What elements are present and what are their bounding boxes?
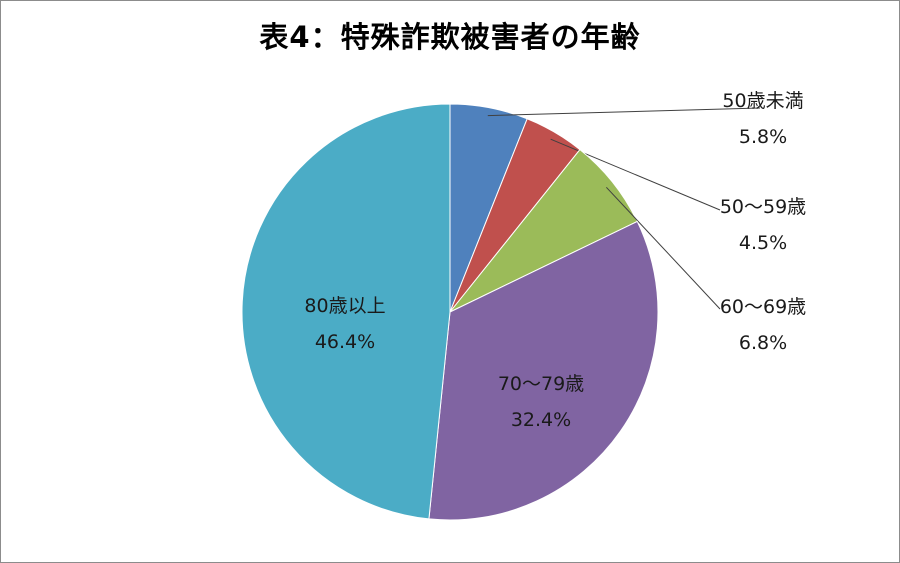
pie-slice-4 xyxy=(428,220,659,521)
slice-5-name-label: 80歳以上 xyxy=(304,295,385,317)
slice-5-value-label: 46.4% xyxy=(315,331,375,353)
slice-1-value-label: 5.8% xyxy=(739,126,787,148)
slice-1-name-label: 50歳未満 xyxy=(722,90,803,112)
slice-2-name-label: 50～59歳 xyxy=(720,196,806,218)
slice-4-name-label: 70～79歳 xyxy=(498,373,584,395)
chart-title: 表4：特殊詐欺被害者の年齢 xyxy=(259,20,641,54)
slice-1-leader-line xyxy=(487,107,761,117)
slice-3-leader-line xyxy=(606,186,721,310)
slice-4-value-label: 32.4% xyxy=(511,409,571,431)
pie-slice-5 xyxy=(241,103,451,520)
slice-3-name-label: 60～69歳 xyxy=(720,296,806,318)
slice-2-value-label: 4.5% xyxy=(739,232,787,254)
slice-3-value-label: 6.8% xyxy=(739,332,787,354)
